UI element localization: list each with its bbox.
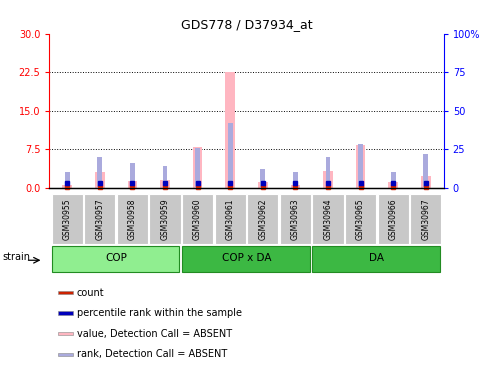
Bar: [195, 147, 200, 188]
Bar: [260, 169, 265, 188]
Text: GSM30964: GSM30964: [323, 198, 332, 240]
Text: DA: DA: [369, 253, 385, 263]
FancyBboxPatch shape: [313, 246, 440, 272]
Text: COP x DA: COP x DA: [222, 253, 271, 263]
Bar: [160, 180, 170, 188]
Text: value, Detection Call = ABSENT: value, Detection Call = ABSENT: [76, 329, 232, 339]
Text: GSM30966: GSM30966: [388, 198, 398, 240]
Text: GSM30957: GSM30957: [95, 198, 105, 240]
Bar: [355, 146, 365, 188]
Bar: [290, 185, 300, 188]
Text: GSM30959: GSM30959: [161, 198, 170, 240]
Bar: [225, 72, 235, 188]
Text: GSM30961: GSM30961: [226, 198, 235, 240]
Bar: [58, 353, 73, 356]
FancyBboxPatch shape: [214, 194, 246, 244]
Bar: [258, 182, 268, 188]
Bar: [130, 163, 135, 188]
Text: strain: strain: [2, 252, 31, 262]
FancyBboxPatch shape: [84, 194, 115, 244]
Bar: [421, 176, 431, 188]
FancyBboxPatch shape: [280, 194, 311, 244]
FancyBboxPatch shape: [182, 194, 213, 244]
Bar: [325, 157, 330, 188]
Text: GSM30962: GSM30962: [258, 198, 267, 240]
Text: GSM30960: GSM30960: [193, 198, 202, 240]
Bar: [163, 166, 168, 188]
Bar: [58, 291, 73, 294]
Bar: [128, 182, 138, 188]
Text: rank, Detection Call = ABSENT: rank, Detection Call = ABSENT: [76, 350, 227, 359]
FancyBboxPatch shape: [52, 194, 83, 244]
Bar: [193, 147, 203, 188]
FancyBboxPatch shape: [410, 194, 441, 244]
Bar: [58, 332, 73, 335]
FancyBboxPatch shape: [149, 194, 180, 244]
FancyBboxPatch shape: [313, 194, 344, 244]
Bar: [391, 172, 395, 188]
Bar: [323, 171, 333, 188]
Bar: [358, 144, 363, 188]
Text: COP: COP: [105, 253, 127, 263]
FancyBboxPatch shape: [52, 246, 179, 272]
Text: GSM30965: GSM30965: [356, 198, 365, 240]
Text: GSM30955: GSM30955: [63, 198, 71, 240]
Text: percentile rank within the sample: percentile rank within the sample: [76, 308, 242, 318]
FancyBboxPatch shape: [247, 194, 279, 244]
Bar: [293, 172, 298, 188]
FancyBboxPatch shape: [117, 194, 148, 244]
Bar: [423, 154, 428, 188]
Title: GDS778 / D37934_at: GDS778 / D37934_at: [181, 18, 312, 31]
FancyBboxPatch shape: [378, 194, 409, 244]
Bar: [98, 157, 102, 188]
Text: GSM30963: GSM30963: [291, 198, 300, 240]
Bar: [228, 123, 233, 188]
Bar: [58, 312, 73, 315]
Text: count: count: [76, 288, 104, 297]
Bar: [388, 182, 398, 188]
Bar: [65, 172, 70, 188]
Text: GSM30967: GSM30967: [422, 198, 430, 240]
Text: GSM30958: GSM30958: [128, 198, 137, 240]
Bar: [62, 186, 72, 188]
FancyBboxPatch shape: [182, 246, 310, 272]
Bar: [95, 172, 105, 188]
FancyBboxPatch shape: [345, 194, 376, 244]
